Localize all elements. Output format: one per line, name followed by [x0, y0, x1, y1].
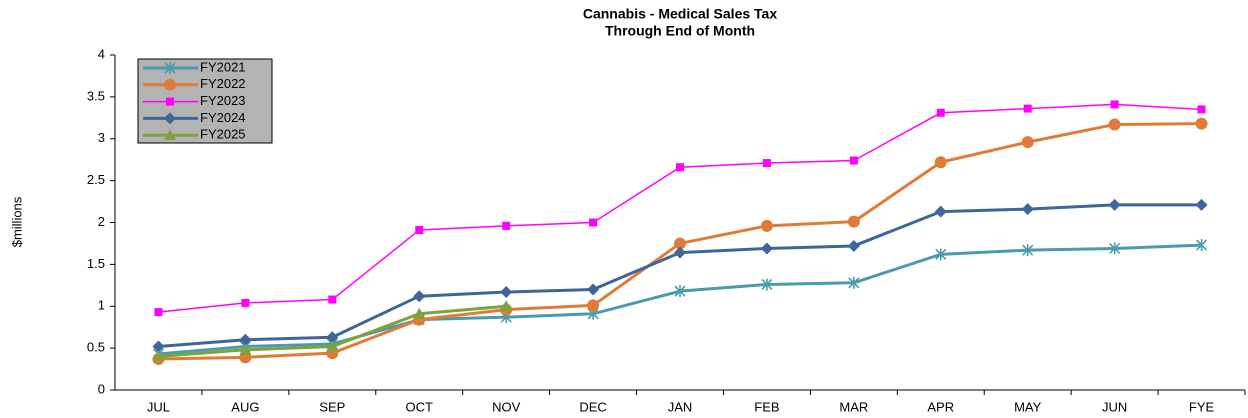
marker — [415, 226, 424, 235]
marker — [1197, 105, 1206, 114]
marker — [502, 221, 511, 230]
series-line — [158, 203, 1202, 348]
x-tick-label: NOV — [492, 399, 521, 414]
marker — [1108, 118, 1121, 131]
legend-label: FY2024 — [200, 110, 246, 125]
marker — [1022, 244, 1034, 257]
marker — [326, 340, 339, 352]
marker — [674, 246, 686, 259]
y-tick-label: 0 — [98, 381, 105, 396]
marker — [848, 276, 860, 289]
x-tick-label: JUL — [147, 399, 170, 414]
marker — [241, 298, 250, 307]
y-axis-label: $millions — [9, 196, 24, 247]
marker — [500, 286, 513, 299]
marker — [935, 248, 947, 261]
x-tick-label: JAN — [668, 399, 693, 414]
x-tick-label: FYE — [1189, 399, 1215, 414]
marker — [239, 343, 252, 355]
x-tick-label: AUG — [231, 399, 259, 414]
y-tick-label: 2 — [98, 214, 105, 229]
marker — [1110, 100, 1119, 109]
chart-title: Cannabis - Medical Sales Tax — [583, 6, 777, 22]
legend-label: FY2022 — [200, 76, 246, 91]
marker — [760, 219, 773, 232]
legend-label: FY2023 — [200, 93, 246, 108]
marker — [164, 112, 176, 125]
x-tick-label: MAR — [839, 399, 868, 414]
marker — [1109, 242, 1121, 255]
marker — [762, 159, 771, 168]
x-tick-label: APR — [927, 399, 954, 414]
marker — [326, 331, 339, 344]
marker — [164, 78, 176, 91]
marker — [1195, 239, 1208, 252]
marker — [152, 340, 165, 353]
marker — [1021, 203, 1034, 216]
marker — [676, 163, 684, 172]
y-tick-label: 1 — [98, 298, 105, 313]
y-tick-label: 3.5 — [87, 88, 105, 103]
y-tick-label: 1.5 — [87, 256, 105, 271]
x-tick-label: MAY — [1014, 399, 1042, 414]
x-tick-label: JUN — [1102, 399, 1127, 414]
marker — [760, 242, 773, 255]
marker — [166, 97, 174, 106]
y-tick-label: 3 — [98, 130, 105, 145]
y-tick-label: 2.5 — [87, 172, 105, 187]
marker — [239, 333, 252, 346]
marker — [934, 205, 947, 218]
marker — [761, 278, 773, 291]
x-tick-label: OCT — [406, 399, 434, 414]
y-tick-label: 4 — [98, 46, 105, 61]
marker — [328, 295, 337, 304]
marker — [934, 156, 947, 169]
marker — [500, 300, 513, 312]
marker — [587, 283, 600, 296]
x-tick-label: SEP — [319, 399, 345, 414]
marker — [1195, 117, 1208, 130]
marker — [152, 350, 165, 362]
marker — [154, 308, 163, 317]
marker — [847, 215, 860, 228]
x-tick-label: DEC — [579, 399, 606, 414]
marker — [1108, 198, 1121, 211]
marker — [936, 108, 945, 117]
chart-subtitle: Through End of Month — [605, 23, 755, 39]
legend-label: FY2021 — [200, 59, 246, 74]
y-tick-label: 0.5 — [87, 340, 105, 355]
marker — [674, 285, 686, 298]
marker — [1021, 136, 1034, 149]
marker — [413, 307, 426, 319]
x-tick-label: FEB — [754, 399, 779, 414]
marker — [1195, 198, 1208, 211]
marker — [164, 129, 176, 140]
legend-label: FY2025 — [200, 127, 246, 142]
marker — [164, 62, 176, 74]
marker — [589, 218, 598, 227]
legend: FY2021 FY2022 FY2023 FY2024 FY2025 — [137, 58, 273, 144]
marker — [587, 299, 600, 312]
marker — [674, 237, 686, 250]
marker — [413, 290, 426, 303]
marker — [1023, 104, 1032, 113]
marker — [847, 239, 860, 252]
marker — [849, 156, 858, 165]
